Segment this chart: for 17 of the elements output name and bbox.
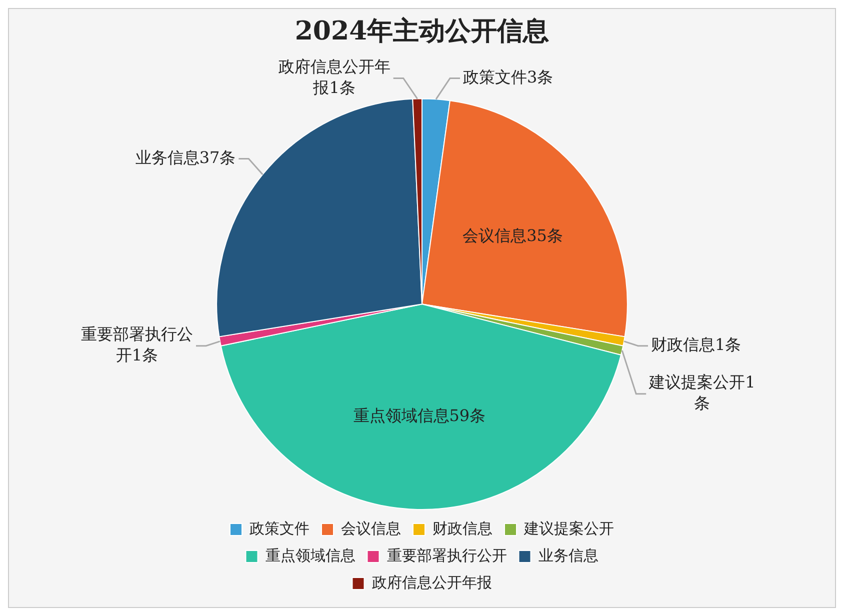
data-label: 会议信息35条 [462, 226, 563, 246]
legend-label: 重点领域信息 [265, 546, 356, 564]
legend-label: 政策文件 [250, 519, 310, 538]
legend-label: 会议信息 [341, 519, 401, 538]
data-label: 重要部署执行公开1条 [80, 324, 193, 364]
data-label: 建议提案公开1条 [648, 372, 756, 412]
data-label: 业务信息37条 [135, 148, 236, 167]
legend-label: 建议提案公开 [523, 519, 614, 538]
legend-label: 业务信息 [538, 546, 598, 564]
chart-title: 2024年主动公开信息 [294, 16, 550, 46]
legend-label: 重要部署执行公开 [386, 546, 507, 564]
legend-label: 政府信息公开年报 [372, 573, 492, 592]
data-label: 政策文件3条 [463, 67, 554, 86]
data-label: 政府信息公开年报1条 [278, 56, 390, 97]
legend-label: 财政信息 [432, 519, 492, 538]
data-label: 财政信息1条 [651, 334, 742, 354]
data-label: 重点领域信息59条 [353, 406, 486, 426]
